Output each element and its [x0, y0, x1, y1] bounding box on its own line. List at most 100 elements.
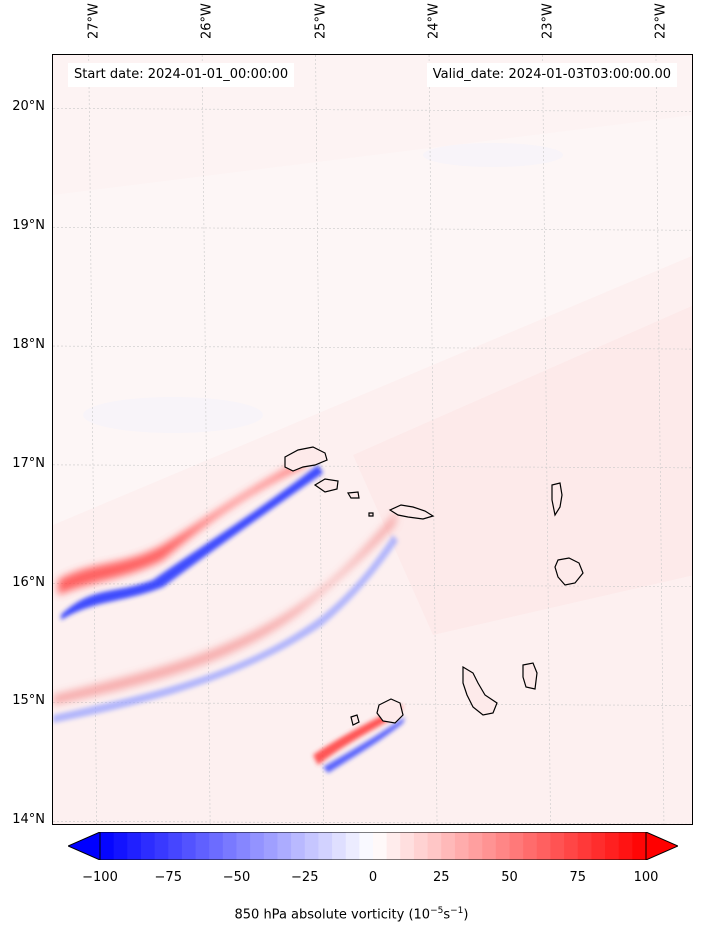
meridian-line	[201, 55, 211, 824]
meridian-line	[428, 55, 438, 824]
island-sao-vicente	[313, 478, 339, 493]
island-santa-luzia	[346, 491, 360, 499]
colorbar-swatch	[427, 832, 442, 860]
colorbar-swatches	[100, 832, 647, 860]
colorbar-swatch	[345, 832, 360, 860]
parallel-line	[53, 583, 692, 587]
positive-vorticity-streak-south	[313, 705, 403, 765]
colorbar-swatch	[154, 832, 169, 860]
latitude-label: 14°N	[12, 812, 45, 828]
colorbar-swatch	[577, 832, 592, 860]
longitude-label: 22°W	[653, 3, 669, 39]
negative-vorticity-streak-north	[61, 465, 323, 620]
colorbar-swatch	[536, 832, 551, 860]
background-field	[53, 55, 692, 824]
colorbar-tick-label: −50	[222, 870, 251, 885]
colorbar-swatch	[454, 832, 470, 860]
colorbar-swatch	[140, 832, 156, 860]
colorbar-swatch	[359, 832, 374, 860]
colorbar-swatch	[250, 832, 265, 860]
colorbar-swatch	[523, 832, 538, 860]
island-islet	[368, 512, 374, 517]
meridian-line	[88, 55, 97, 824]
island-santo-antao	[284, 446, 328, 472]
colorbar-swatch	[222, 832, 237, 860]
colorbar-swatch	[550, 832, 565, 860]
island-maio	[522, 662, 538, 690]
parallel-line	[53, 226, 692, 231]
colorbar-tick-label: 50	[501, 870, 518, 885]
negative-vorticity-streak-south	[323, 717, 405, 773]
longitude-label: 27°W	[86, 3, 102, 39]
colorbar-swatch	[509, 832, 524, 860]
colorbar-swatch	[195, 832, 210, 860]
island-fogo	[376, 698, 404, 724]
colorbar-swatch	[386, 832, 401, 860]
vorticity-streaks	[53, 455, 405, 773]
latitude-label: 19°N	[12, 218, 45, 234]
longitude-label: 23°W	[540, 3, 555, 39]
longitude-label: 25°W	[313, 3, 329, 39]
island-sal	[551, 482, 563, 517]
latitude-label: 15°N	[12, 693, 45, 709]
gridlines	[53, 55, 692, 824]
colorbar-tick-label: −25	[291, 870, 319, 885]
start-date-label: Start date: 2024-01-01_00:00:00	[68, 63, 295, 87]
colorbar-swatch	[482, 832, 497, 860]
colorbar-swatch	[291, 832, 306, 860]
parallel-line	[53, 464, 692, 469]
parallel-line	[53, 820, 692, 824]
colorbar-swatch	[632, 832, 647, 860]
colorbar-swatch	[277, 832, 292, 860]
colorbar-swatch	[181, 832, 197, 860]
colorbar-swatch	[168, 832, 183, 860]
positive-vorticity-streak-north	[58, 455, 313, 595]
longitude-label: 26°W	[199, 3, 215, 39]
colorbar-swatch	[113, 832, 128, 860]
colorbar-swatch	[605, 832, 620, 860]
colorbar-tick-label: 75	[569, 870, 587, 885]
valid-date-label: Valid_date: 2024-01-03T03:00:00.00	[426, 63, 677, 87]
colorbar-swatch	[564, 832, 579, 860]
colorbar-swatch	[263, 832, 278, 860]
colorbar-min-extend-arrow	[68, 832, 101, 860]
colorbar	[68, 832, 678, 860]
meridian-line	[655, 55, 665, 824]
colorbar-swatch	[373, 832, 388, 860]
longitude-label: 24°W	[426, 3, 442, 39]
colorbar-swatch	[332, 832, 347, 860]
colorbar-tick-label: 100	[633, 870, 659, 885]
colorbar-tick-label: 25	[432, 870, 450, 885]
meridian-line	[315, 55, 324, 824]
colorbar-swatch	[495, 832, 510, 860]
parallel-line	[53, 702, 692, 706]
colorbar-swatch	[318, 832, 333, 860]
colorbar-swatch	[304, 832, 319, 860]
island-brava	[350, 714, 360, 726]
colorbar-outline	[99, 832, 647, 860]
colorbar-tick-label: −75	[154, 870, 182, 885]
colorbar-label: 850 hPa absolute vorticity (10−5s−1)	[234, 906, 469, 923]
latitude-label: 16°N	[12, 574, 45, 590]
colorbar-swatch	[468, 832, 483, 860]
map-panel[interactable]: Start date: 2024-01-01_00:00:00 Valid_da…	[52, 54, 693, 825]
latitude-label: 17°N	[12, 455, 45, 471]
vorticity-map	[53, 55, 692, 824]
colorbar-swatch	[100, 832, 115, 860]
meridian-line	[542, 55, 551, 824]
island-boa-vista	[554, 557, 584, 586]
colorbar-swatch	[236, 832, 251, 860]
latitude-label: 18°N	[12, 337, 45, 353]
colorbar-swatch	[591, 832, 606, 860]
colorbar-swatch	[209, 832, 224, 860]
parallel-line	[53, 108, 692, 112]
colorbar-swatch	[127, 832, 142, 860]
island-sao-nicolau	[388, 504, 435, 520]
islands	[284, 446, 584, 726]
latitude-label: 20°N	[12, 99, 45, 115]
colorbar-tick-label: −100	[82, 870, 118, 885]
parallel-line	[53, 345, 692, 350]
island-santiago	[462, 665, 498, 716]
colorbar-swatch	[413, 832, 429, 860]
colorbar-tick-label: 0	[368, 870, 378, 885]
